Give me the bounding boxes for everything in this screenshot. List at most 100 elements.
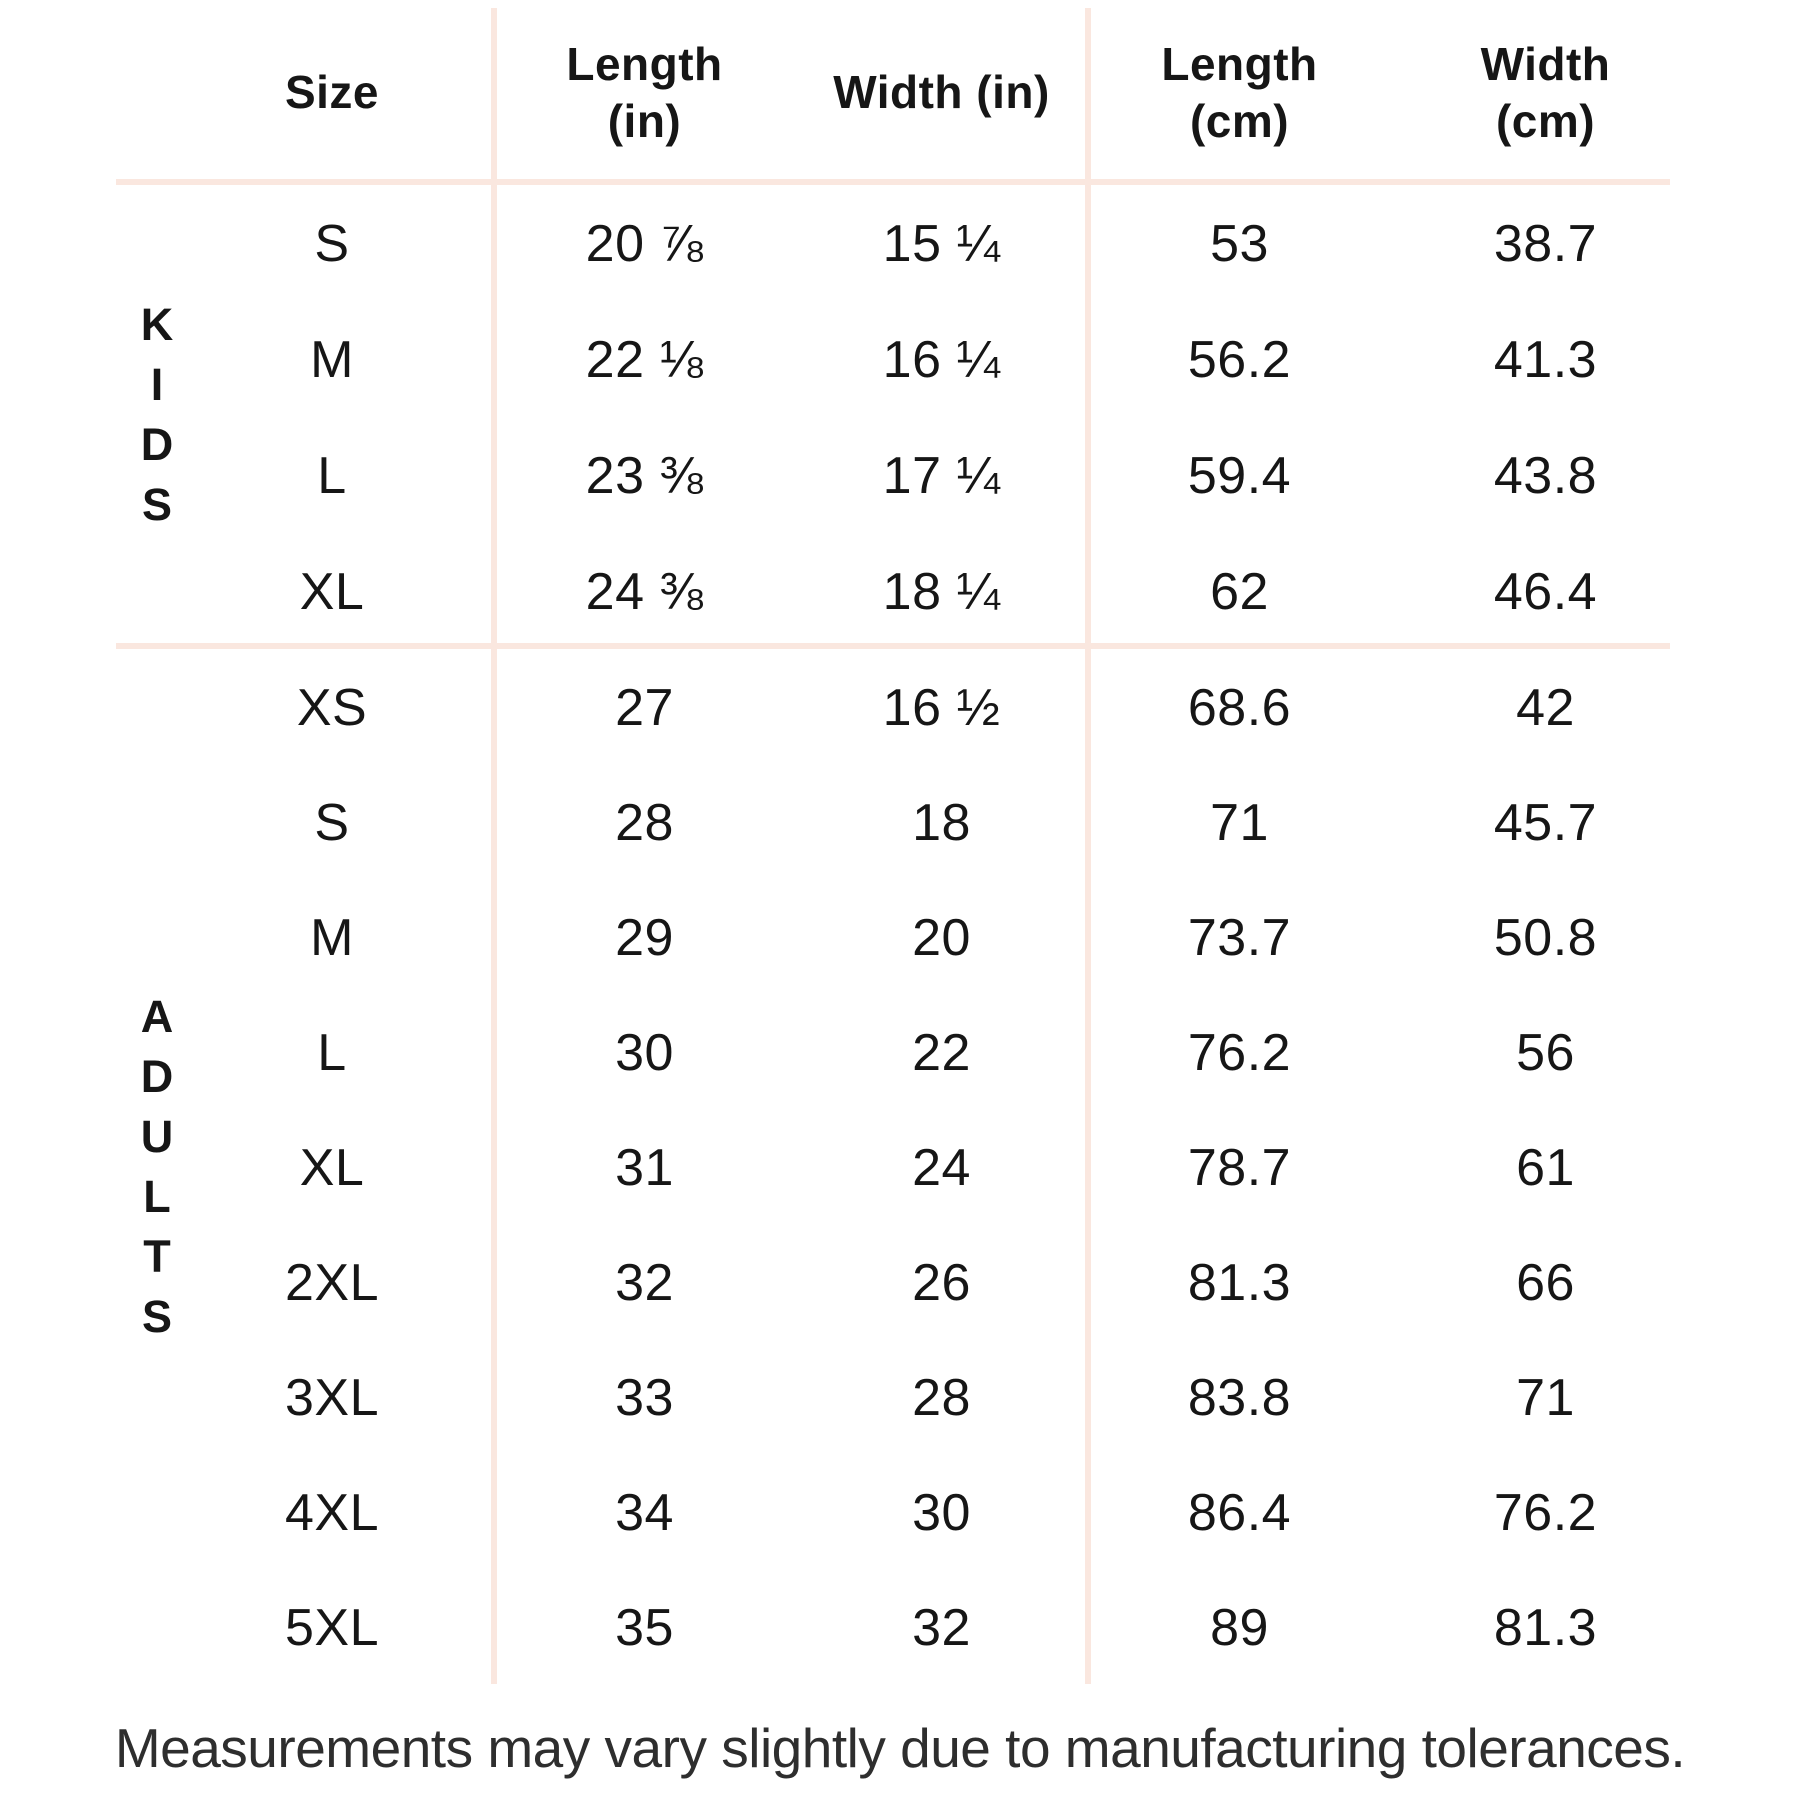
length-cm-cell: 71 <box>1210 793 1269 852</box>
length-cm-cell: 78.7 <box>1187 1138 1292 1197</box>
footer-note: Measurements may vary slightly due to ma… <box>114 1717 1686 1779</box>
section-divider-line <box>116 643 1670 649</box>
length-cm-cell: 73.7 <box>1187 908 1292 967</box>
header-width-in: Width (in) <box>833 66 1050 119</box>
width-in-cell: 17 ¼ <box>882 447 1001 505</box>
table-row: XS 27 16 ½ 68.6 42 <box>0 650 1700 765</box>
length-in-cell: 24 ⅜ <box>585 563 704 621</box>
length-cm-cell: 56.2 <box>1187 331 1292 389</box>
header-length-in: Length (in) <box>566 37 723 148</box>
length-in-cell: 30 <box>615 1023 674 1082</box>
width-cm-cell: 81.3 <box>1493 1598 1598 1657</box>
table-header-row: Size Length (in) Width (in) Length (cm) … <box>0 0 1700 186</box>
group-letter: I <box>150 359 164 410</box>
column-divider-line-left <box>491 8 497 1684</box>
header-width-cm: Width (cm) <box>1480 37 1611 148</box>
width-in-cell: 32 <box>912 1598 971 1657</box>
width-in-cell: 22 <box>912 1023 971 1082</box>
group-letter: D <box>140 1050 174 1102</box>
width-in-cell: 30 <box>912 1483 971 1542</box>
width-cm-cell: 42 <box>1516 678 1575 737</box>
size-cell: 2XL <box>284 1253 380 1312</box>
length-cm-cell: 62 <box>1210 563 1269 621</box>
table-row: 3XL 33 28 83.8 71 <box>0 1340 1700 1455</box>
width-in-cell: 18 ¼ <box>882 563 1001 621</box>
width-in-cell: 28 <box>912 1368 971 1427</box>
group-letter: A <box>140 990 174 1042</box>
length-in-cell: 34 <box>615 1483 674 1542</box>
width-in-cell: 20 <box>912 908 971 967</box>
width-in-cell: 16 ½ <box>882 678 1001 737</box>
width-cm-cell: 46.4 <box>1493 563 1598 621</box>
width-in-cell: 26 <box>912 1253 971 1312</box>
length-cm-cell: 89 <box>1210 1598 1269 1657</box>
table-row: XL 31 24 78.7 61 <box>0 1110 1700 1225</box>
width-cm-cell: 71 <box>1516 1368 1575 1427</box>
length-cm-cell: 86.4 <box>1187 1483 1292 1542</box>
column-divider-line-right <box>1085 8 1091 1684</box>
group-letter: S <box>141 1290 172 1342</box>
table-row: 5XL 35 32 89 81.3 <box>0 1570 1700 1685</box>
width-cm-cell: 45.7 <box>1493 793 1598 852</box>
length-cm-cell: 59.4 <box>1187 447 1292 505</box>
adults-rows: XS 27 16 ½ 68.6 42 S 28 18 71 45.7 M 29 20 73.7 50.8 L 3… <box>0 650 1700 1685</box>
table-row: 2XL 32 26 81.3 66 <box>0 1225 1700 1340</box>
length-in-cell: 20 ⅞ <box>585 215 704 273</box>
kids-rows: S 20 ⅞ 15 ¼ 53 38.7 M 22 ⅛ 16 ¼ 56.2 41.3 L 23 ⅜ 17 … <box>0 186 1700 650</box>
size-cell: 3XL <box>284 1368 380 1427</box>
group-letter: T <box>143 1230 171 1282</box>
width-in-cell: 15 ¼ <box>882 215 1001 273</box>
length-in-cell: 23 ⅜ <box>585 447 704 505</box>
length-cm-cell: 68.6 <box>1187 678 1292 737</box>
width-cm-cell: 38.7 <box>1493 215 1598 273</box>
length-in-cell: 28 <box>615 793 674 852</box>
length-in-cell: 29 <box>615 908 674 967</box>
header-length-cm: Length (cm) <box>1161 37 1318 148</box>
width-in-cell: 24 <box>912 1138 971 1197</box>
width-cm-cell: 43.8 <box>1493 447 1598 505</box>
table-row: L 23 ⅜ 17 ¼ 59.4 43.8 <box>0 418 1700 534</box>
table-row: M 29 20 73.7 50.8 <box>0 880 1700 995</box>
size-cell: 5XL <box>284 1598 380 1657</box>
size-cell: XL <box>299 563 365 621</box>
table-row: S 28 18 71 45.7 <box>0 765 1700 880</box>
group-letter: D <box>140 419 174 470</box>
size-table: Size Length (in) Width (in) Length (cm) … <box>0 0 1700 1685</box>
size-cell: L <box>317 447 347 505</box>
table-row: XL 24 ⅜ 18 ¼ 62 46.4 <box>0 534 1700 650</box>
size-cell: M <box>310 331 354 389</box>
width-cm-cell: 50.8 <box>1493 908 1598 967</box>
table-row: S 20 ⅞ 15 ¼ 53 38.7 <box>0 186 1700 302</box>
length-in-cell: 22 ⅛ <box>585 331 704 389</box>
size-cell: XS <box>296 678 368 737</box>
group-letter: U <box>140 1110 174 1162</box>
length-in-cell: 31 <box>615 1138 674 1197</box>
length-in-cell: 32 <box>615 1253 674 1312</box>
length-in-cell: 35 <box>615 1598 674 1657</box>
group-letter: L <box>143 1170 171 1222</box>
size-cell: S <box>314 793 350 852</box>
length-in-cell: 33 <box>615 1368 674 1427</box>
length-cm-cell: 83.8 <box>1187 1368 1292 1427</box>
width-in-cell: 18 <box>912 793 971 852</box>
header-size: Size <box>284 66 380 119</box>
size-cell: 4XL <box>284 1483 380 1542</box>
table-row: L 30 22 76.2 56 <box>0 995 1700 1110</box>
table-row: M 22 ⅛ 16 ¼ 56.2 41.3 <box>0 302 1700 418</box>
width-cm-cell: 41.3 <box>1493 331 1598 389</box>
width-cm-cell: 66 <box>1516 1253 1575 1312</box>
group-letter: K <box>140 299 174 350</box>
width-cm-cell: 61 <box>1516 1138 1575 1197</box>
width-in-cell: 16 ¼ <box>882 331 1001 389</box>
size-cell: XL <box>299 1138 365 1197</box>
size-cell: L <box>317 1023 347 1082</box>
table-row: 4XL 34 30 86.4 76.2 <box>0 1455 1700 1570</box>
width-cm-cell: 76.2 <box>1493 1483 1598 1542</box>
header-divider-line <box>116 179 1670 185</box>
size-cell: M <box>310 908 354 967</box>
size-cell: S <box>314 215 350 273</box>
length-cm-cell: 81.3 <box>1187 1253 1292 1312</box>
